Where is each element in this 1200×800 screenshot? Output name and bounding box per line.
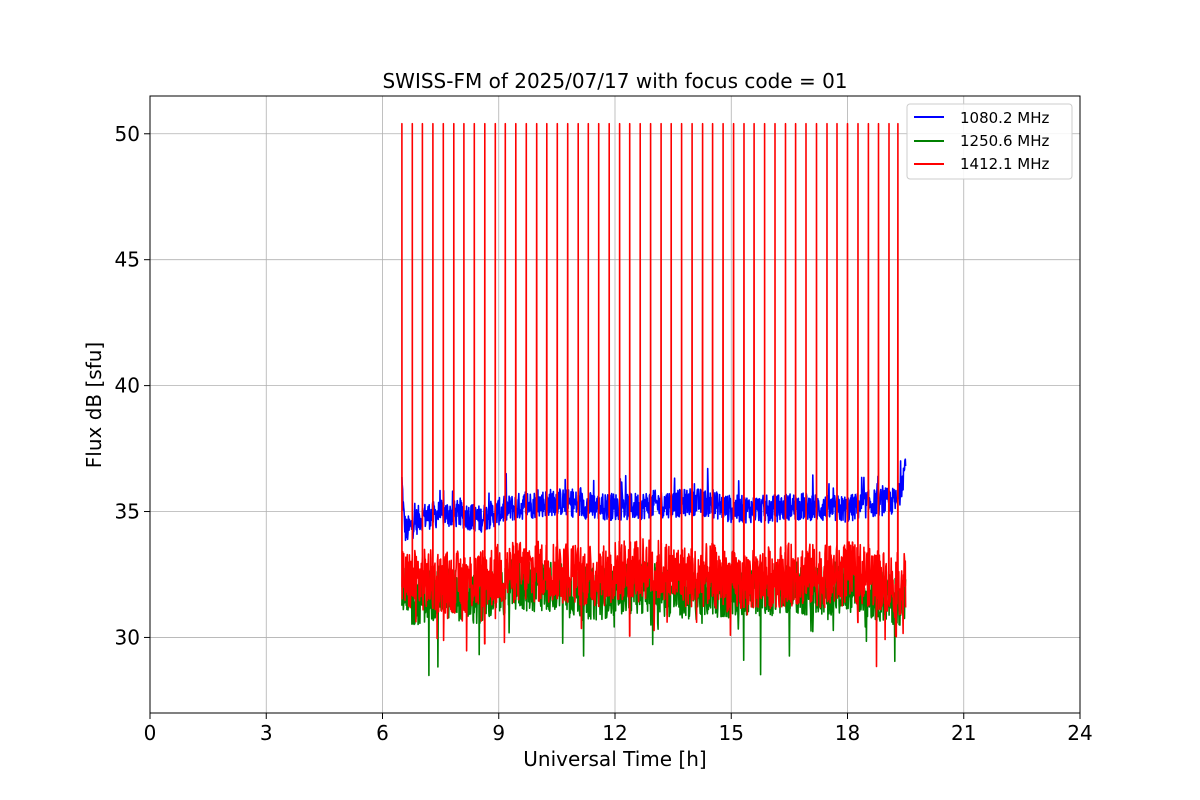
legend-label-1080: 1080.2 MHz	[960, 109, 1049, 127]
x-tick-label: 21	[951, 721, 976, 745]
x-tick-label: 3	[260, 721, 273, 745]
y-tick-label: 50	[115, 122, 140, 146]
chart-title: SWISS-FM of 2025/07/17 with focus code =…	[382, 69, 847, 93]
legend: 1080.2 MHz 1250.6 MHz 1412.1 MHz	[906, 103, 1073, 180]
legend-label-1250: 1250.6 MHz	[960, 132, 1049, 150]
x-tick-label: 0	[144, 721, 157, 745]
legend-box	[906, 103, 1073, 180]
x-tick-label: 9	[492, 721, 505, 745]
series-layer	[401, 122, 907, 677]
legend-label-1412: 1412.1 MHz	[960, 155, 1049, 173]
series-line-10802	[401, 458, 907, 542]
x-tick-label: 15	[719, 721, 744, 745]
y-tick-label: 35	[115, 500, 140, 524]
y-tick-label: 40	[115, 374, 140, 398]
y-tick-label: 30	[115, 625, 140, 649]
x-axis: 0 3 6 9 12 15 18 21 24	[144, 713, 1093, 745]
x-tick-label: 6	[376, 721, 389, 745]
x-tick-label: 18	[835, 721, 860, 745]
x-tick-label: 24	[1067, 721, 1092, 745]
x-axis-label: Universal Time [h]	[523, 747, 706, 771]
x-tick-label: 12	[602, 721, 627, 745]
y-axis-label: Flux dB [sfu]	[82, 342, 106, 468]
series-line-14121	[401, 122, 907, 668]
y-axis: 30 35 40 45 50	[115, 122, 150, 649]
y-tick-label: 45	[115, 248, 140, 272]
